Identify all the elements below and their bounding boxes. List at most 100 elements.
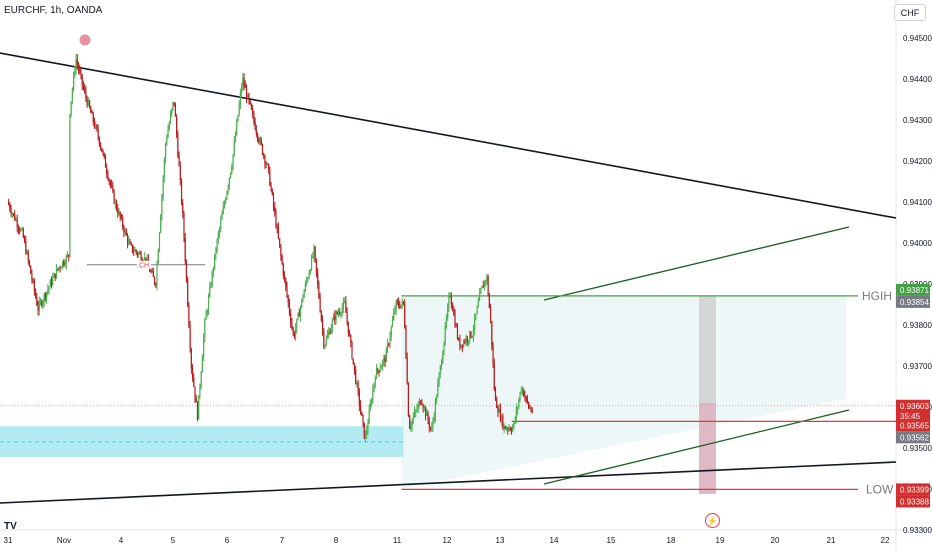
candle [274, 202, 276, 217]
candle [204, 317, 206, 343]
candle [112, 181, 114, 193]
candle [122, 214, 124, 231]
candle [423, 404, 425, 412]
candle [33, 278, 35, 296]
price-tick-label: 0.93500 [903, 444, 932, 453]
candle [61, 261, 64, 270]
price-tag: 0.93854 [896, 295, 930, 308]
candle [255, 124, 257, 138]
candle [275, 208, 277, 229]
candle [87, 96, 89, 107]
candle [191, 364, 194, 382]
symbol-title[interactable]: EURCHF, 1h, OANDA [4, 5, 103, 16]
candle [321, 315, 324, 336]
candle [126, 233, 129, 249]
candle [231, 163, 233, 175]
candle [283, 271, 286, 283]
price-tick-label: 0.94200 [903, 157, 932, 166]
candle [81, 74, 83, 91]
candle [265, 161, 267, 169]
candle [307, 276, 309, 283]
candle [25, 235, 27, 255]
candle [516, 406, 519, 415]
candle [315, 258, 318, 278]
candle [238, 100, 240, 117]
candle [398, 297, 400, 309]
candle [218, 226, 221, 239]
candle [341, 302, 343, 317]
candle [512, 423, 514, 433]
support-zone [0, 426, 404, 458]
candle [32, 278, 34, 284]
candle [324, 344, 326, 349]
candle [497, 405, 499, 418]
candle [46, 291, 48, 304]
candle [80, 67, 82, 80]
candle [124, 227, 126, 236]
candle [136, 250, 138, 258]
time-tick-label: 20 [771, 536, 780, 545]
candle [458, 337, 460, 341]
candle [428, 416, 430, 433]
lightning-alert-icon[interactable]: ⚡ [705, 513, 720, 528]
candle [182, 199, 184, 219]
candle [402, 301, 405, 306]
time-axis[interactable]: 31 Nov 4 5 6 7 8 11 12 13 14 15 18 19 20 21 22 [4, 536, 890, 545]
candle [350, 334, 352, 348]
candle [454, 308, 456, 328]
candle [390, 325, 392, 341]
candle [282, 262, 284, 280]
candle [373, 382, 375, 392]
price-tick-label: 0.93700 [903, 362, 932, 371]
candle [375, 363, 378, 379]
candle [222, 200, 224, 215]
annotation-hgih: HGIH [862, 289, 892, 303]
candle [513, 420, 515, 430]
time-tick-label: 15 [607, 536, 616, 545]
candle [335, 309, 337, 325]
candle [336, 310, 338, 316]
candle [382, 359, 384, 371]
candle [103, 152, 105, 159]
svg-text:0.93399: 0.93399 [900, 485, 929, 494]
candle [412, 412, 414, 425]
price-tick-label: 0.94500 [903, 34, 932, 43]
candle [206, 308, 208, 317]
candle [491, 320, 493, 351]
candle [297, 312, 299, 320]
currency-badge[interactable]: CHF [894, 4, 926, 21]
candle [447, 303, 449, 322]
candle [413, 406, 416, 419]
candle [378, 370, 380, 377]
candle [156, 260, 158, 291]
candle [449, 292, 451, 298]
candle [474, 313, 476, 336]
candle [88, 99, 91, 109]
candle [467, 340, 470, 347]
time-tick-label: 14 [550, 536, 559, 545]
candle [259, 135, 261, 145]
candle [82, 80, 85, 91]
candle [196, 400, 199, 422]
candle [294, 323, 297, 341]
candle [459, 334, 461, 351]
candle [52, 272, 54, 286]
candle [395, 299, 397, 316]
candle [325, 335, 327, 347]
tradingview-logo-icon: TV [4, 521, 17, 532]
candle [372, 384, 374, 404]
candle [212, 266, 215, 278]
candle [469, 330, 471, 344]
candle [529, 404, 531, 409]
candle [299, 305, 302, 322]
candle [352, 358, 354, 365]
price-tick-label: 0.94300 [903, 116, 932, 125]
candle [57, 268, 59, 271]
candle [340, 311, 342, 319]
candle [113, 189, 115, 205]
candle [439, 364, 441, 379]
candle [463, 339, 465, 348]
candle [249, 100, 251, 106]
candle [272, 192, 275, 212]
